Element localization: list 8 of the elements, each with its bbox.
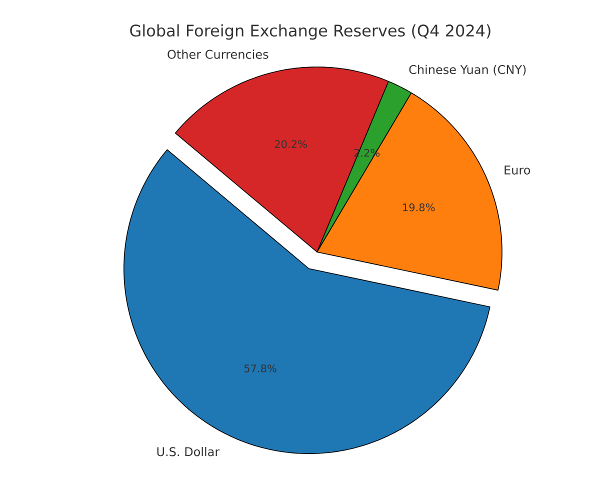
data-label: 57.8% xyxy=(244,364,276,372)
slice-label: Other Currencies xyxy=(168,50,268,59)
slice-label: U.S. Dollar xyxy=(157,446,220,456)
slice-label: Chinese Yuan (CNY) xyxy=(409,64,526,76)
data-label: 19.8% xyxy=(403,203,435,212)
chart-title: Global Foreign Exchange Reserves (Q4 2024) xyxy=(130,24,490,40)
slice-label: Euro xyxy=(504,166,530,175)
data-label: 20.2% xyxy=(274,140,307,148)
